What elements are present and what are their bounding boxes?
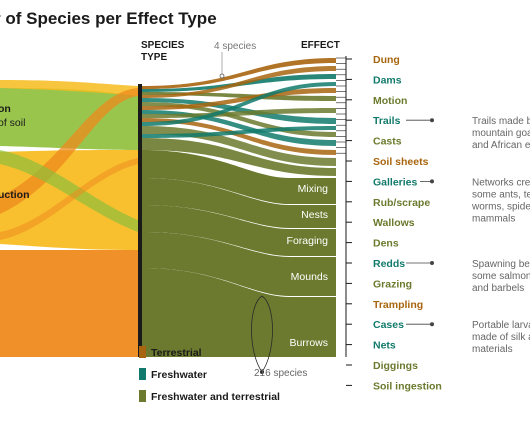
right-flows: [142, 58, 336, 357]
note-leader-dot: [430, 118, 434, 123]
chart-title: r of Species per Effect Type: [0, 9, 217, 28]
note-text: worms, spide: [471, 201, 530, 212]
flow-burrows-lower: [142, 300, 336, 357]
flow-small-freshwater-2: [142, 98, 336, 124]
note-text: mammals: [472, 213, 515, 224]
legend-swatch: [139, 368, 146, 380]
flow-small-terrestrial-4: [142, 118, 336, 155]
effect-dens: Dens: [373, 238, 399, 250]
inner-label-burrows: Burrows: [289, 337, 328, 349]
flow-small-terrestrial-3: [142, 88, 336, 110]
left-label-a2: of soil: [0, 117, 25, 129]
species-type-header-2: TYPE: [141, 52, 167, 63]
species-type-bar: [138, 84, 142, 357]
left-label-a1: on: [0, 103, 11, 115]
effect-galleries: Galleries: [373, 176, 418, 188]
effect-dung: Dung: [373, 54, 400, 66]
effect-trails: Trails: [373, 115, 401, 127]
bracket-216-dot: [260, 370, 264, 374]
legend-swatch: [139, 390, 146, 402]
left-label-b1: uction: [0, 189, 30, 201]
effect-soil-sheets: Soil sheets: [373, 156, 429, 168]
flow-small-terrestrial-2: [142, 66, 336, 98]
note-text: and barbels: [472, 283, 524, 294]
flow-small-freshwater-4: [142, 82, 336, 126]
legend-label: Freshwater: [151, 369, 207, 381]
inner-label-mounds: Mounds: [291, 271, 328, 283]
flow-orange-block: [0, 250, 138, 357]
flow-small-freshwater-3: [142, 110, 336, 146]
inner-label-foraging: Foraging: [287, 235, 329, 247]
effect-soil-ingestion: Soil ingestion: [373, 380, 442, 392]
note-text: some salmon: [472, 271, 530, 282]
flow-green-cross: [0, 150, 138, 232]
flow-small-terrestrial-1: [142, 58, 336, 89]
species-type-header-1: SPECIES: [141, 40, 185, 51]
note-text: materials: [472, 344, 513, 355]
inner-label-nests: Nests: [301, 209, 328, 221]
legend: Terrestrial Freshwater Freshwater and terr…: [139, 346, 280, 403]
note-text: Networks cre: [472, 177, 530, 188]
effect-trampling: Trampling: [373, 299, 423, 311]
note-text: Spawning be: [472, 259, 530, 270]
legend-label: Freshwater and terrestrial: [151, 391, 280, 403]
note-text: Portable larva: [472, 320, 530, 331]
flow-foraging: [142, 205, 336, 256]
flow-small-both-5: [142, 138, 336, 176]
legend-label: Terrestrial: [151, 347, 202, 359]
effect-motion: Motion: [373, 95, 407, 107]
note-leader-dot: [430, 261, 434, 265]
effect-cases: Cases: [373, 319, 404, 331]
effect-labels: Dung Dams Motion Trails Casts Soil sheets Gall…: [346, 54, 442, 392]
flow-small-both-3: [142, 108, 336, 118]
effect-ticks: [336, 57, 346, 154]
legend-swatch: [139, 346, 146, 358]
inner-label-mixing: Mixing: [298, 183, 329, 195]
effect-wallows: Wallows: [373, 217, 415, 229]
bracket-216-right: [261, 295, 273, 373]
effect-dams: Dams: [373, 74, 402, 86]
note-text: mountain goa: [472, 128, 530, 139]
effect-rub-scrape: Rub/scrape: [373, 197, 430, 209]
flow-small-freshwater-5: [142, 126, 336, 138]
note-text: made of silk a: [472, 332, 530, 343]
annotation-216-species: 216 species: [254, 368, 307, 379]
flow-mixing: [142, 150, 336, 204]
note-leader-dot: [430, 179, 434, 184]
annotation-4-species: 4 species: [214, 41, 256, 52]
flow-yellow-top-band: [0, 80, 138, 96]
note-text: Trails made b: [472, 116, 530, 127]
effect-grazing: Grazing: [373, 278, 412, 290]
flow-orange-cross: [0, 88, 138, 214]
flow-orange-thin: [0, 158, 138, 240]
effect-casts: Casts: [373, 136, 402, 148]
annotation-4-dot: [219, 73, 225, 79]
effect-nets: Nets: [373, 340, 396, 352]
effect-diggings: Diggings: [373, 360, 418, 372]
flow-green-band: [0, 88, 138, 150]
effect-redds: Redds: [373, 258, 405, 270]
bracket-216: [251, 295, 263, 373]
note-text: some ants, te: [472, 189, 530, 200]
effect-header: EFFECT: [301, 40, 340, 51]
flow-mounds: [142, 232, 336, 296]
note-leader-dot: [430, 322, 434, 327]
inner-labels: Mixing Nests Foraging Mounds Burrows: [287, 183, 329, 349]
flow-nests: [142, 178, 336, 228]
left-flows: [0, 80, 138, 357]
note-text: and African e: [472, 140, 530, 151]
